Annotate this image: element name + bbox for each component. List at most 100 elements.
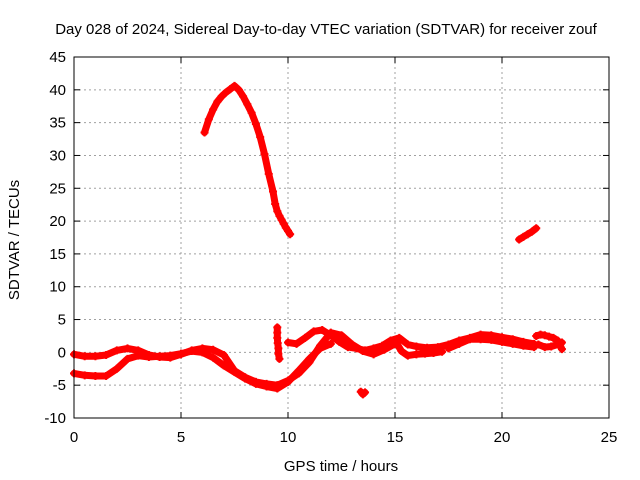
data-point — [112, 346, 121, 355]
data-point — [91, 352, 100, 361]
data-point — [476, 335, 485, 344]
data-point — [209, 105, 218, 114]
y-tick-label: 35 — [49, 115, 66, 132]
data-point — [251, 119, 260, 128]
data-point — [123, 354, 132, 363]
data-point — [226, 85, 235, 94]
data-point — [112, 364, 121, 373]
x-tick-label: 0 — [70, 429, 78, 446]
data-point — [200, 128, 209, 137]
y-tick-label: -10 — [44, 410, 66, 427]
data-point — [361, 388, 370, 397]
data-point — [540, 331, 549, 340]
data-point — [230, 366, 239, 375]
data-point — [209, 345, 218, 354]
data-point — [378, 341, 387, 350]
x-tick-label: 15 — [387, 429, 404, 446]
series-band — [70, 329, 399, 389]
data-point — [123, 344, 132, 353]
data-point — [352, 344, 361, 353]
y-tick-label: 40 — [49, 82, 66, 99]
data-point — [519, 341, 528, 350]
data-point — [144, 350, 153, 359]
y-tick-label: 45 — [49, 49, 66, 66]
data-point — [545, 332, 554, 341]
data-point — [187, 346, 196, 355]
data-point — [155, 352, 164, 361]
data-point — [301, 333, 310, 342]
data-point — [420, 349, 429, 358]
x-tick-label: 10 — [280, 429, 297, 446]
data-point — [523, 230, 532, 239]
data-point — [102, 371, 111, 380]
data-point — [397, 347, 406, 356]
data-point — [166, 353, 175, 362]
data-point — [273, 381, 282, 390]
data-point — [230, 81, 239, 90]
data-point — [80, 371, 89, 380]
axis-ticks: 0 5 10 15 20 25 -10 -5 0 5 10 15 20 25 30 35 40 45 — [44, 49, 617, 446]
data-point — [305, 358, 314, 367]
series-arc-upper — [70, 328, 399, 390]
data-point — [508, 339, 517, 348]
data-point — [343, 343, 352, 352]
data-point — [294, 369, 303, 378]
data-point — [455, 339, 464, 348]
data-point — [204, 115, 213, 124]
data-point — [318, 326, 327, 335]
data-point — [284, 376, 292, 385]
data-point — [273, 207, 282, 216]
data-point — [80, 352, 89, 361]
data-point — [309, 327, 318, 336]
data-point — [284, 338, 292, 347]
y-tick-label: 20 — [49, 213, 66, 230]
data-point — [429, 349, 438, 358]
data-point — [391, 336, 399, 345]
series-arc-late-low — [444, 335, 539, 353]
data-point — [412, 342, 421, 351]
data-point — [286, 230, 295, 239]
data-point — [262, 379, 271, 388]
data-point — [102, 350, 111, 359]
data-point — [369, 344, 378, 353]
data-point — [553, 340, 562, 349]
series-arc-mid-2 — [391, 336, 447, 360]
y-tick-label: -5 — [53, 377, 66, 394]
data-point — [251, 377, 260, 386]
data-point — [438, 347, 447, 356]
x-tick-label: 25 — [601, 429, 618, 446]
data-point — [91, 371, 100, 380]
data-point — [243, 100, 252, 109]
data-point — [337, 331, 346, 340]
y-tick-label: 25 — [49, 180, 66, 197]
data-point — [260, 150, 269, 159]
data-point — [264, 169, 273, 178]
data-point — [219, 361, 228, 370]
data-point — [275, 354, 284, 363]
data-point — [403, 351, 412, 360]
data-point — [217, 92, 226, 101]
series-arc-high-peak — [200, 81, 295, 239]
data-point — [177, 350, 185, 359]
data-point — [256, 133, 265, 142]
y-tick-label: 10 — [49, 279, 66, 296]
data-point — [316, 341, 325, 350]
data-point — [557, 338, 566, 347]
data-marks — [70, 81, 566, 399]
data-point — [219, 350, 228, 359]
data-point — [532, 224, 541, 233]
grid — [74, 57, 609, 418]
data-point — [527, 227, 536, 236]
y-tick-label: 0 — [58, 344, 66, 361]
y-tick-label: 30 — [49, 147, 66, 164]
series-arc-spike-9.5h — [273, 323, 284, 363]
x-tick-label: 20 — [494, 429, 511, 446]
data-point — [209, 353, 218, 362]
data-point — [403, 340, 412, 349]
data-point — [239, 92, 248, 101]
data-point — [465, 335, 474, 344]
data-point — [269, 187, 278, 196]
data-point — [515, 235, 524, 244]
data-point — [444, 344, 453, 353]
